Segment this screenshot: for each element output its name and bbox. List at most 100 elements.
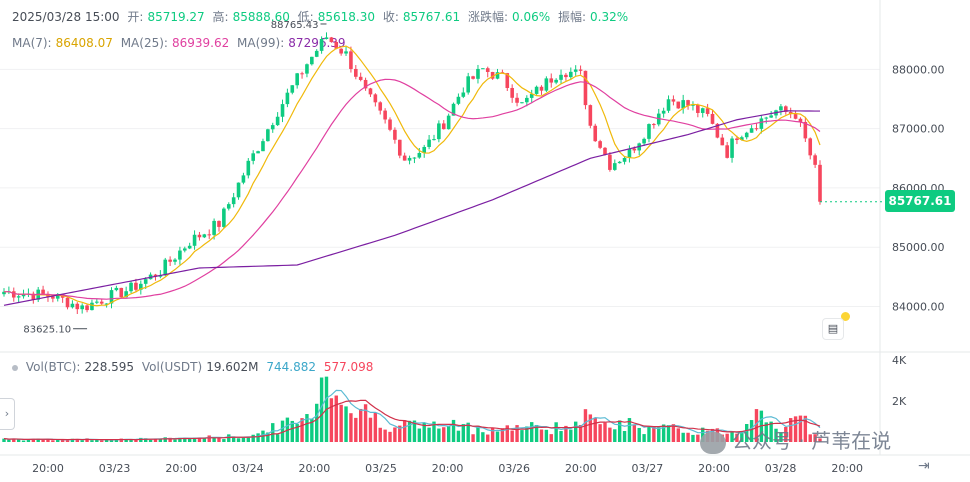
candle-body	[31, 293, 36, 300]
candle-body	[329, 37, 334, 42]
volume-bar	[593, 418, 597, 442]
candle-body	[349, 51, 353, 69]
volume-bar	[740, 431, 744, 442]
time-tick-label: 03/28	[765, 462, 797, 475]
close-label: 收:	[382, 10, 399, 24]
candle-body	[686, 100, 690, 106]
watermark-text: 公众号 · 芦苇在说	[732, 429, 892, 453]
wechat-icon	[700, 431, 726, 454]
candle-body	[525, 97, 529, 103]
volume-bar	[178, 437, 182, 442]
candle-body	[534, 86, 539, 94]
volume-bar	[16, 439, 21, 442]
vol-ma1-value: 744.882	[266, 360, 316, 374]
volume-bar	[456, 430, 461, 442]
open-value: 85719.27	[147, 10, 205, 24]
volume-bar	[486, 434, 490, 442]
volume-bar	[676, 428, 680, 442]
candle-body	[461, 92, 466, 97]
volume-bar	[12, 438, 16, 442]
volume-bar	[549, 434, 553, 442]
candle-body	[676, 101, 681, 109]
candle-body	[490, 71, 495, 79]
volume-bar	[109, 440, 114, 442]
volume-bar	[598, 424, 602, 442]
volume-bar	[21, 440, 26, 442]
ma-legend: MA(7): 86408.07 MA(25): 86939.62 MA(99): 87…	[12, 36, 350, 50]
candle-body	[16, 296, 21, 298]
candle-body	[441, 123, 446, 130]
candle-body	[481, 68, 485, 70]
volume-bar	[466, 422, 470, 442]
time-tick-label: 03/25	[365, 462, 397, 475]
candle-body	[432, 139, 436, 141]
price-tick-label: 85000.00	[892, 241, 945, 254]
candle-body	[285, 92, 290, 105]
candle-body	[187, 245, 192, 249]
vol-usdt-value: 19.602M	[206, 360, 259, 374]
candle-body	[593, 125, 598, 142]
candle-body	[705, 108, 710, 114]
volume-bar	[207, 435, 211, 442]
candle-body	[129, 282, 133, 292]
candle-body	[451, 103, 456, 116]
change-label: 涨跌幅:	[467, 10, 508, 24]
ma7-line	[3, 45, 821, 307]
candle-body	[85, 305, 89, 311]
candle-body	[241, 175, 246, 183]
volume-bar	[202, 437, 207, 442]
candle-body	[339, 48, 343, 54]
candle-body	[520, 102, 524, 104]
candle-body	[642, 138, 646, 144]
volume-bar	[481, 432, 485, 442]
candle-body	[407, 157, 412, 161]
ma99-line	[3, 110, 821, 306]
order-book-icon[interactable]: ▤	[822, 318, 844, 340]
candle-body	[368, 88, 373, 95]
ma99-label: MA(99):	[237, 36, 285, 50]
time-tick-label: 20:00	[831, 462, 863, 475]
candle-body	[251, 153, 255, 161]
candle-body	[402, 155, 407, 161]
candle-body	[617, 161, 622, 164]
candle-body	[740, 137, 744, 141]
volume-bar	[227, 434, 231, 442]
low-value: 85618.30	[317, 10, 375, 24]
volume-bar	[192, 437, 197, 442]
volume-bar	[344, 406, 348, 442]
volume-bar	[495, 431, 500, 442]
ma7-label: MA(7):	[12, 36, 52, 50]
candle-body	[363, 79, 368, 89]
volume-bar	[129, 439, 133, 442]
chevron-right-icon[interactable]: ›	[0, 398, 15, 430]
candle-body	[446, 115, 451, 130]
candle-body	[710, 113, 715, 124]
volume-bar	[80, 440, 84, 442]
volume-bar	[530, 422, 534, 442]
volume-bar	[564, 425, 568, 442]
volume-bar	[373, 412, 378, 442]
volume-bar	[41, 439, 45, 442]
candle-body	[344, 51, 348, 54]
candle-body	[456, 96, 461, 104]
candles	[2, 32, 822, 315]
candle-body	[51, 296, 55, 299]
volume-bar	[236, 438, 241, 442]
scroll-to-latest-icon[interactable]: ⇥	[918, 458, 930, 474]
volume-bar	[56, 439, 60, 442]
volume-bar	[398, 425, 402, 442]
price-tick-label: 88000.00	[892, 63, 945, 76]
volume-bar	[197, 438, 202, 442]
volume-bar	[793, 416, 798, 442]
price-tick-label: 84000.00	[892, 301, 945, 314]
volume-bar	[256, 433, 260, 442]
high-value: 85888.60	[232, 10, 290, 24]
volume-bar	[36, 438, 40, 442]
candle-body	[104, 303, 109, 305]
candle-body	[65, 297, 70, 308]
candle-body	[466, 76, 470, 93]
candle-body	[559, 74, 563, 80]
price-tick-label: 87000.00	[892, 123, 945, 136]
amplitude-label: 振幅:	[557, 10, 586, 24]
